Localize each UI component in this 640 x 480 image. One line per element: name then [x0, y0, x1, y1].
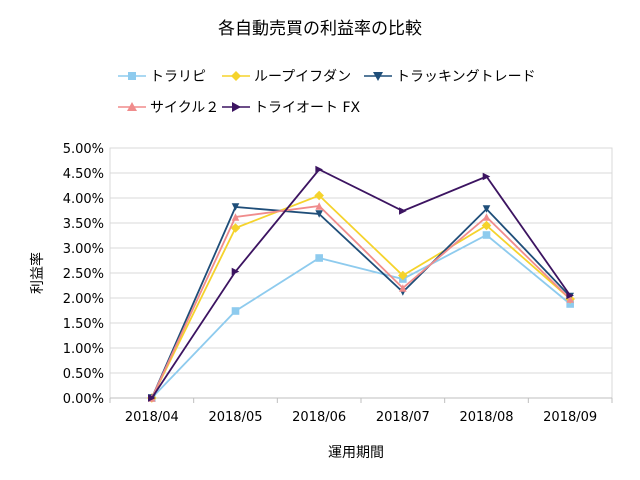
data-point [481, 220, 492, 231]
x-axis-title: 運用期間 [328, 445, 384, 461]
data-point [398, 270, 408, 281]
data-point [315, 254, 323, 262]
legend-swatch-square [118, 72, 146, 80]
y-tick-label: 3.00% [63, 242, 104, 257]
series-line-2 [151, 206, 571, 399]
legend-label: サイクル２ [150, 100, 220, 116]
data-point [399, 284, 407, 292]
y-tick-label: 2.00% [63, 292, 104, 307]
legend-swatch-triangle-up [118, 102, 146, 111]
series-line-0 [151, 233, 571, 399]
legend-label: ループイフダン [254, 69, 352, 85]
data-point [230, 223, 241, 233]
y-tick-label: 5.00% [63, 142, 104, 157]
data-point [315, 210, 323, 218]
y-tick-label: 2.50% [63, 267, 104, 282]
data-point [315, 202, 323, 210]
y-tick-label: 4.50% [63, 167, 104, 182]
data-point [566, 300, 574, 308]
series-line-3 [151, 205, 571, 399]
data-point [482, 205, 491, 213]
x-tick-label: 2018/04 [125, 410, 179, 425]
data-point [482, 231, 491, 239]
y-tick-label: 3.50% [63, 217, 104, 232]
legend-swatch-diamond [222, 71, 250, 81]
data-point [482, 172, 491, 181]
data-point [482, 213, 491, 221]
data-point [315, 165, 323, 174]
chart-title: 各自動売買の利益率の比較 [218, 19, 422, 39]
series-line-4 [151, 168, 571, 399]
y-tick-label: 1.50% [63, 317, 104, 332]
legend-item-loopifdone: ループイフダン [222, 66, 351, 86]
x-tick-label: 2018/09 [543, 410, 597, 425]
legend-item-tracking-trade: トラッキングトレード [364, 66, 536, 86]
y-axis-title: 利益率 [29, 252, 46, 294]
legend-item-cycle2: サイクル２ [118, 97, 219, 117]
x-tick-label: 2018/05 [208, 410, 262, 425]
y-tick-label: 4.00% [63, 192, 104, 207]
legend-swatch-triangle-down [364, 72, 392, 81]
legend-label: トラリピ [150, 69, 206, 85]
data-point [231, 213, 240, 221]
data-point [231, 307, 240, 315]
legend-item-torarepi: トラリピ [118, 66, 206, 86]
legend-label: トラッキングトレード [396, 69, 536, 85]
data-point [231, 203, 240, 211]
x-tick-label: 2018/06 [292, 410, 346, 425]
y-tick-label: 0.50% [63, 367, 104, 382]
series-line-1 [151, 194, 571, 399]
data-point [231, 267, 240, 276]
x-tick-label: 2018/08 [459, 410, 513, 425]
legend-item-triauto-fx: トライオート FX [222, 97, 360, 117]
data-point [399, 207, 407, 215]
data-point [566, 295, 574, 303]
y-tick-label: 0.00% [63, 392, 104, 407]
data-point [566, 291, 574, 300]
y-tick-label: 1.00% [63, 342, 104, 357]
data-point [314, 190, 324, 201]
legend-label: トライオート FX [254, 100, 361, 116]
x-tick-label: 2018/07 [376, 410, 430, 425]
legend-swatch-triangle-right [222, 102, 250, 112]
data-point [148, 394, 156, 402]
